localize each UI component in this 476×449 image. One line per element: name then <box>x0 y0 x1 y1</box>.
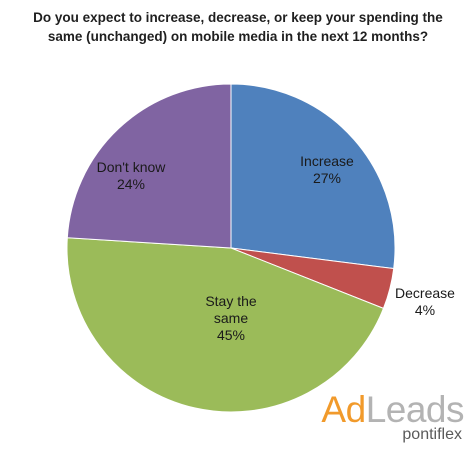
adleads-logo: AdLeads pontiflex <box>321 389 465 444</box>
chart-title-line-2: same (unchanged) on mobile media in the … <box>47 29 429 44</box>
slice-label-dont-know: Don't know 24% <box>97 159 167 192</box>
chart-title-line-1: Do you expect to increase, decrease, or … <box>33 10 443 25</box>
logo-ad-text: Ad <box>321 389 366 430</box>
slice-label-stay-the-same: Stay the same 45% <box>205 293 257 343</box>
slice-label-increase: Increase 27% <box>300 153 354 186</box>
chart-title: Do you expect to increase, decrease, or … <box>8 8 468 46</box>
pie-slice-stay-the-same <box>66 237 385 413</box>
logo-pontiflex-text: pontiflex <box>402 426 462 443</box>
pie-slice-increase <box>230 83 396 270</box>
logo-leads-text: Leads <box>365 389 465 430</box>
pie-slice-dont-know <box>66 83 232 249</box>
slice-label-decrease: Decrease 4% <box>395 285 455 318</box>
